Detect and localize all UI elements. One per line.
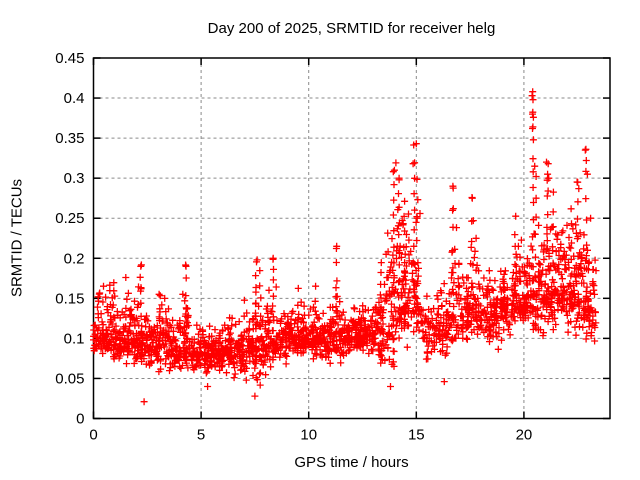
x-tick-label: 15	[408, 427, 425, 444]
y-tick-label: 0.05	[55, 370, 84, 387]
x-tick-label: 5	[197, 427, 205, 444]
x-axis-title: GPS time / hours	[294, 454, 409, 471]
y-tick-label: 0.25	[55, 210, 84, 227]
data-points	[90, 88, 600, 406]
y-tick-label: 0.15	[55, 290, 84, 307]
x-tick-label: 0	[89, 427, 97, 444]
y-tick-label: 0.4	[64, 90, 85, 107]
plot-frame	[92, 57, 611, 420]
y-tick-label: 0.45	[55, 50, 84, 67]
x-tick-label: 20	[516, 427, 533, 444]
y-tick-label: 0.35	[55, 130, 84, 147]
y-tick-label: 0.2	[64, 250, 85, 267]
chart-title: Day 200 of 2025, SRMTID for receiver hel…	[207, 20, 496, 37]
y-tick-label: 0.3	[64, 170, 85, 187]
y-tick-label: 0	[76, 411, 84, 428]
x-tick-label: 10	[300, 427, 317, 444]
y-tick-label: 0.1	[64, 330, 85, 347]
